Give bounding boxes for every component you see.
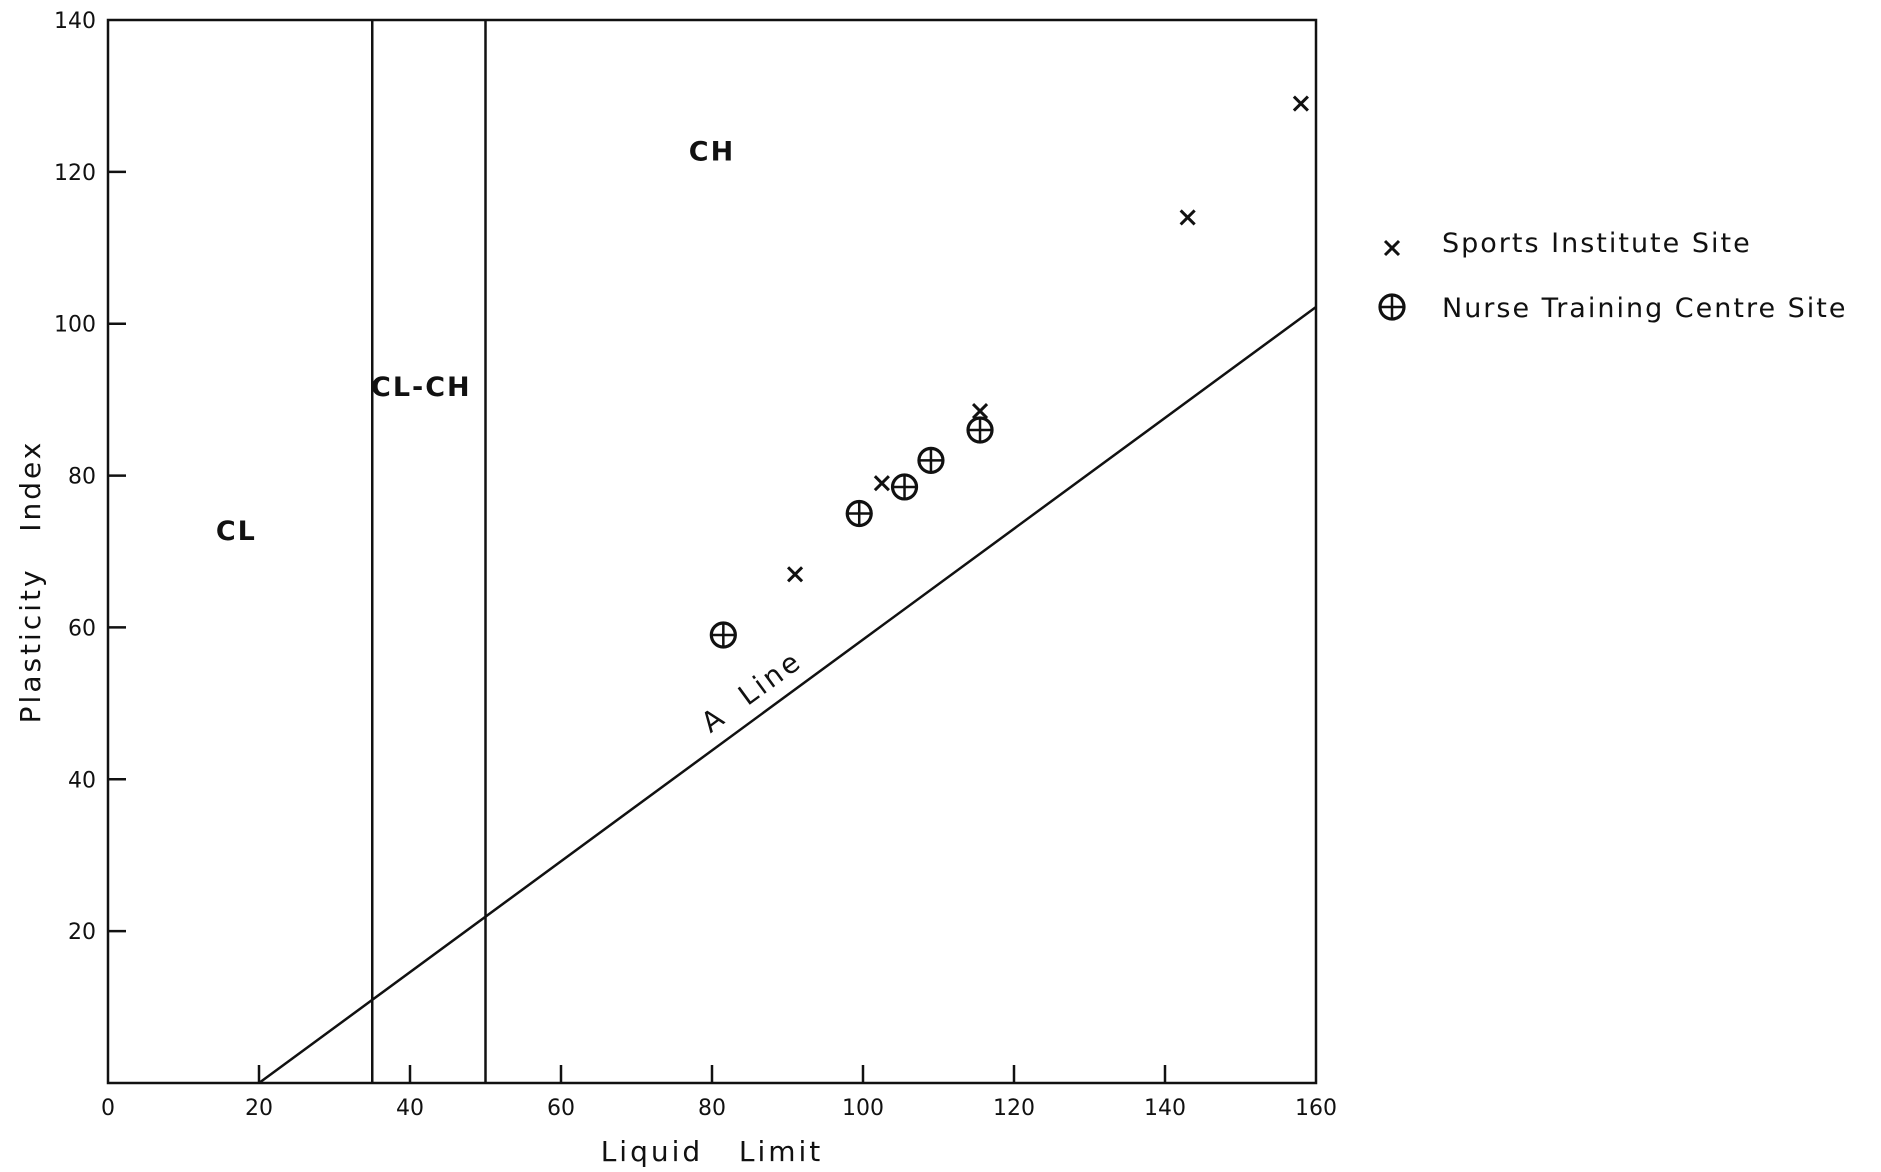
legend-label-2: Nurse Training Centre Site [1442, 293, 1848, 324]
x-tick-label-140: 140 [1144, 1096, 1186, 1121]
x-tick-label-0: 0 [101, 1096, 115, 1121]
x-tick-label-20: 20 [245, 1096, 273, 1121]
zone-labels: CL CL-CH CH [216, 136, 735, 547]
y-tick-label-120: 120 [54, 161, 96, 186]
zone-label-cl-ch: CL-CH [371, 372, 472, 403]
y-tick-label-40: 40 [68, 768, 96, 793]
nurse-point-4 [917, 446, 945, 474]
plot-area [106, 18, 1318, 1085]
sports-point-5 [1292, 95, 1309, 112]
a-line [258, 306, 1317, 1085]
zone-label-ch: CH [689, 136, 735, 167]
x-tick-label-60: 60 [547, 1096, 575, 1121]
plot-frame [106, 18, 1318, 1085]
nurse-point-3 [890, 473, 919, 501]
zone-label-cl: CL [216, 516, 257, 547]
nurse-point-5 [966, 416, 994, 444]
axis-ticks: 0 20 40 60 80 100 120 140 160 20 40 60 80 100 120 140 [54, 9, 1337, 1121]
x-tick-label-160: 160 [1295, 1096, 1337, 1121]
x-tick-label-120: 120 [993, 1096, 1035, 1121]
y-axis-title: Plasticity Index [14, 440, 47, 724]
legend-x-icon [1383, 239, 1401, 257]
sports-point-1 [786, 566, 804, 583]
legend: Sports Institute Site Nurse Training Cent… [1378, 228, 1848, 324]
y-tick-label-100: 100 [54, 313, 96, 338]
y-tick-label-20: 20 [68, 920, 96, 945]
y-tick-label-60: 60 [68, 616, 96, 641]
x-tick-label-40: 40 [396, 1096, 424, 1121]
sports-point-2 [873, 475, 890, 492]
nurse-point-2 [845, 499, 873, 528]
sports-point-3 [971, 402, 989, 420]
legend-circle-plus-icon [1378, 293, 1406, 321]
x-tick-label-100: 100 [842, 1096, 884, 1121]
y-tick-label-140: 140 [54, 9, 96, 34]
legend-label-1: Sports Institute Site [1442, 228, 1752, 259]
x-axis-title: Liquid Limit [601, 1135, 824, 1168]
nurse-point-1 [709, 621, 737, 649]
sports-point-4 [1179, 209, 1196, 226]
data-points [709, 95, 1309, 649]
x-tick-label-80: 80 [698, 1096, 726, 1121]
y-tick-label-80: 80 [68, 465, 96, 490]
